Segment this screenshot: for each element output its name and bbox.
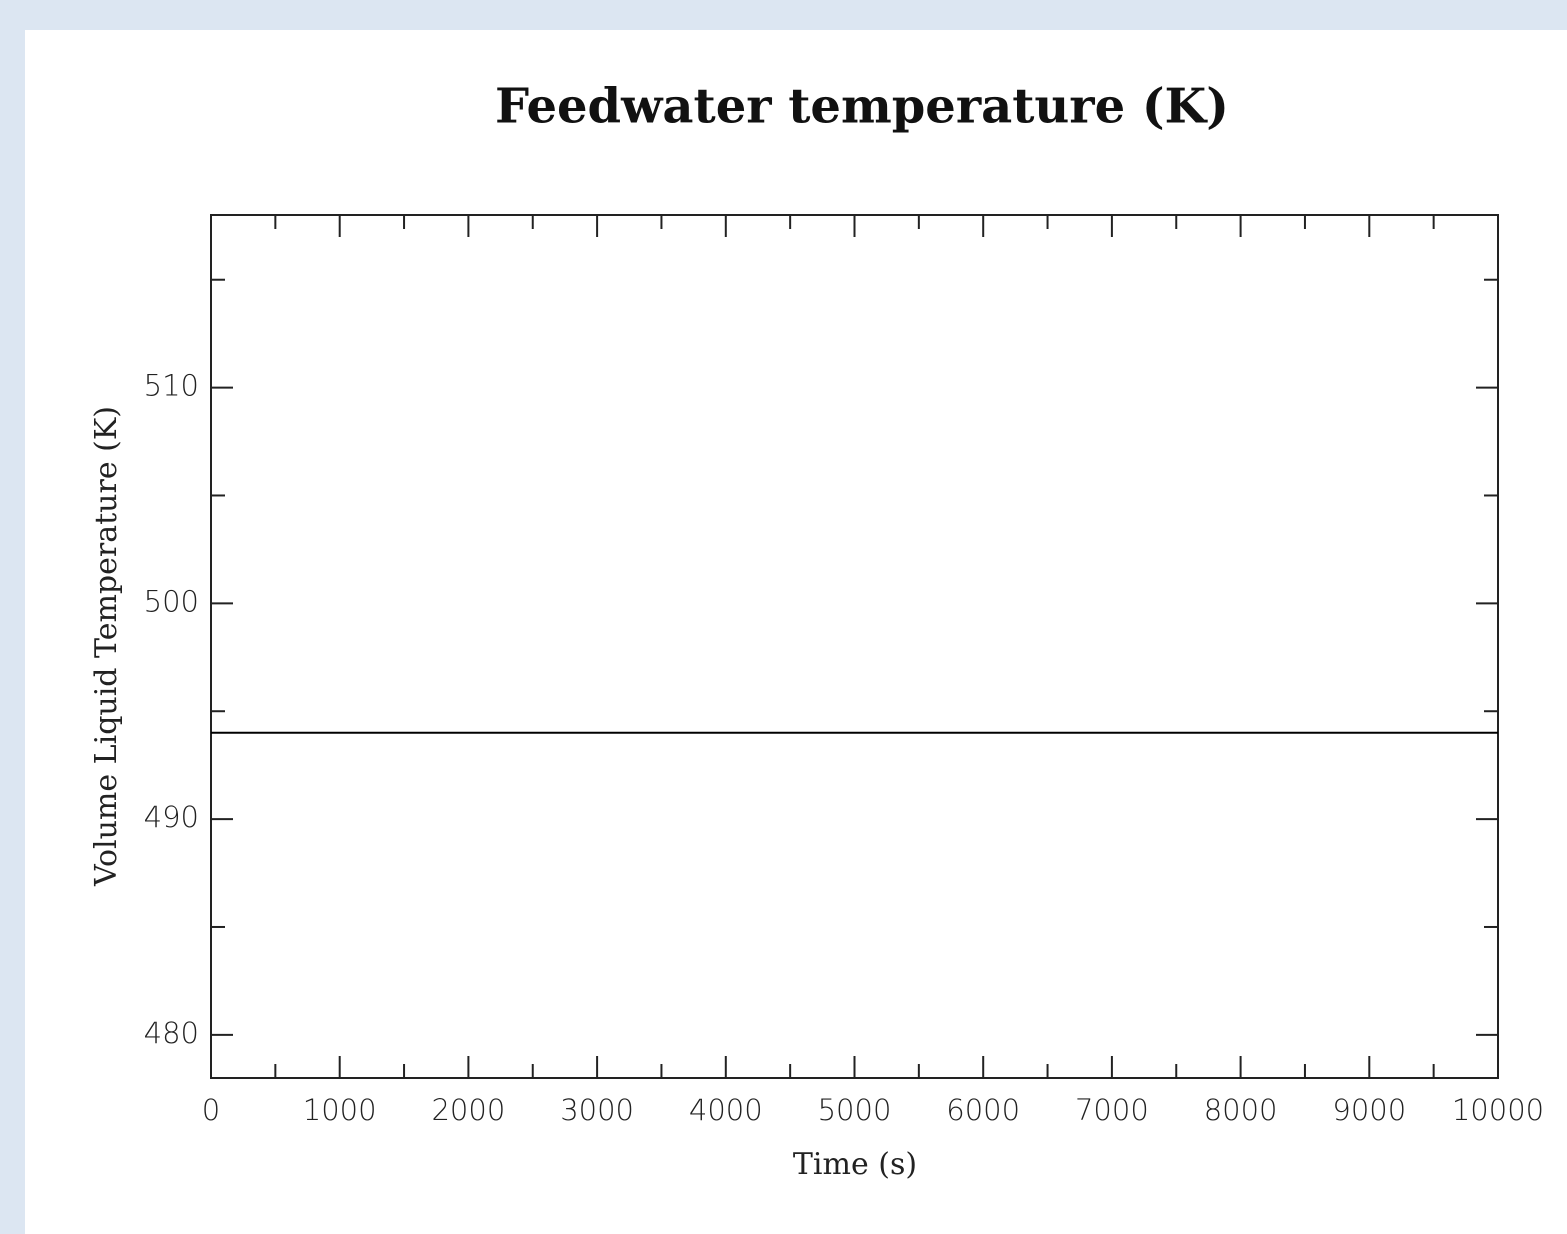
chart-title: Feedwater temperature (K) xyxy=(495,79,1229,135)
x-tick-label: 6000 xyxy=(946,1093,1020,1127)
panel xyxy=(25,30,1567,1234)
x-tick-label: 9000 xyxy=(1332,1093,1406,1127)
x-tick-label: 4000 xyxy=(689,1093,763,1127)
x-tick-label: 2000 xyxy=(431,1093,505,1127)
y-tick-label: 490 xyxy=(144,800,199,834)
x-axis-label: Time (s) xyxy=(793,1147,917,1182)
x-tick-label: 5000 xyxy=(818,1093,892,1127)
x-tick-label: 3000 xyxy=(560,1093,634,1127)
x-tick-label: 0 xyxy=(202,1093,220,1127)
y-axis-label: Volume Liquid Temperature (K) xyxy=(89,406,124,887)
y-tick-label: 480 xyxy=(144,1016,199,1050)
x-tick-label: 8000 xyxy=(1204,1093,1278,1127)
plot-frame xyxy=(210,214,1499,1079)
x-tick-label: 7000 xyxy=(1075,1093,1149,1127)
x-tick-label: 1000 xyxy=(303,1093,377,1127)
y-tick-label: 510 xyxy=(144,369,199,403)
x-tick-label: 10000 xyxy=(1452,1093,1544,1127)
y-tick-label: 500 xyxy=(144,584,199,618)
